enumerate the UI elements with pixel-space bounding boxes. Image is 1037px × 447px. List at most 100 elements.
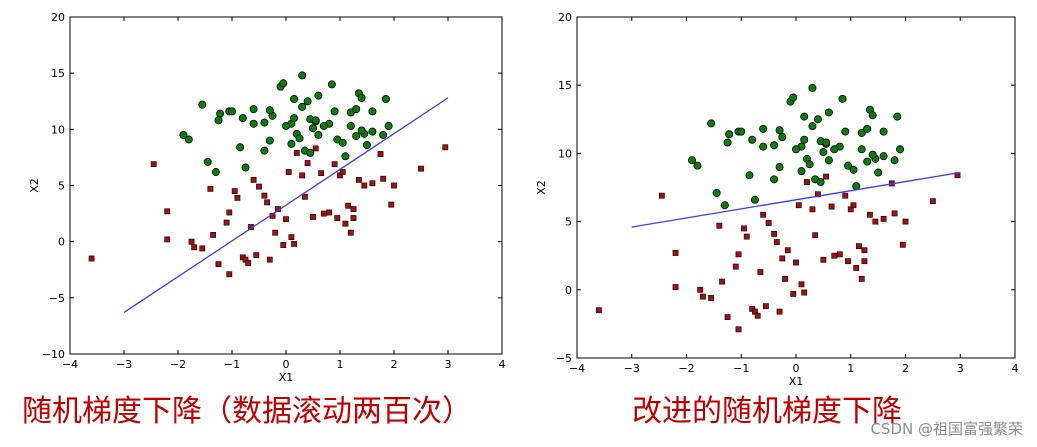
x-tick-label: 2 <box>902 362 909 375</box>
scatter-point-circle <box>770 141 779 150</box>
scatter-point-square <box>342 220 349 227</box>
x-tick-label: 4 <box>499 358 506 371</box>
scatter-point-circle <box>775 126 784 135</box>
scatter-point-square <box>891 210 898 217</box>
scatter-point-square <box>899 241 906 248</box>
scatter-point-circle <box>211 168 220 177</box>
scatter-point-circle <box>379 130 388 139</box>
scatter-point-square <box>732 263 739 270</box>
scatter-point-circle <box>725 130 734 139</box>
scatter-point-circle <box>265 106 274 115</box>
x-tick-label: 3 <box>957 362 964 375</box>
scatter-point-circle <box>712 188 721 197</box>
scatter-point-circle <box>720 201 729 210</box>
scatter-point-square <box>304 160 311 166</box>
scatter-point-circle <box>203 157 212 166</box>
scatter-point-square <box>828 203 835 210</box>
scatter-point-square <box>814 191 821 198</box>
scatter-point-circle <box>759 124 768 133</box>
scatter-point-square <box>350 206 357 212</box>
y-tick-label: −5 <box>556 352 572 365</box>
y-axis-label: X2 <box>28 178 41 193</box>
scatter-point-circle <box>327 80 336 89</box>
scatter-point-circle <box>863 124 872 133</box>
scatter-point-square <box>858 275 865 282</box>
y-axis-label: X2 <box>535 180 548 195</box>
scatter-point-square <box>812 232 819 239</box>
scatter-point-circle <box>238 114 247 123</box>
scatter-point-square <box>773 239 780 245</box>
scatter-point-square <box>264 199 270 206</box>
scatter-point-square <box>798 281 805 288</box>
scatter-point-square <box>880 215 887 222</box>
scatter-point-square <box>708 295 715 301</box>
scatter-point-square <box>700 293 706 300</box>
scatter-point-square <box>299 172 306 179</box>
scatter-point-square <box>793 259 799 266</box>
y-tick-label: 20 <box>558 11 572 24</box>
scatter-point-circle <box>857 128 866 137</box>
scatter-point-circle <box>868 150 877 159</box>
scatter-point-square <box>318 170 324 177</box>
scatter-point-circle <box>830 145 839 154</box>
scatter-point-square <box>377 151 384 157</box>
scatter-point-circle <box>303 97 312 106</box>
scatter-point-circle <box>819 148 828 157</box>
y-tick-label: 0 <box>58 236 65 249</box>
scatter-point-circle <box>368 107 377 116</box>
scatter-point-square <box>757 269 764 275</box>
scatter-point-square <box>280 242 287 248</box>
scatter-point-square <box>320 210 327 217</box>
scatter-point-circle <box>290 114 299 123</box>
x-tick-label: 1 <box>337 358 344 371</box>
scatter-point-square <box>226 271 233 278</box>
plot-frame <box>69 16 503 355</box>
scatter-point-square <box>790 290 797 297</box>
scatter-point-square <box>245 260 252 266</box>
scatter-point-square <box>207 185 214 192</box>
y-tick-label: 0 <box>565 284 572 297</box>
scatter-point-circle <box>841 127 850 136</box>
decision-boundary-line <box>123 97 449 313</box>
x-tick-label: 1 <box>847 362 854 375</box>
x-tick-label: 0 <box>793 362 800 375</box>
scatter-point-square <box>291 241 297 247</box>
watermark-text: CSDN @祖国富强繁荣 <box>870 420 1023 438</box>
scatter-point-square <box>929 198 936 205</box>
scatter-point-circle <box>308 124 317 133</box>
scatter-point-circle <box>357 93 366 102</box>
scatter-point-circle <box>279 79 288 88</box>
caption-right: 改进的随机梯度下降 <box>632 394 902 429</box>
scatter-point-square <box>188 238 195 245</box>
x-tick-label: 4 <box>1012 362 1019 375</box>
scatter-point-square <box>272 229 279 236</box>
scatter-point-square <box>234 194 241 201</box>
scatter-point-circle <box>184 135 193 144</box>
scatter-point-square <box>215 261 222 268</box>
scatter-point-circle <box>849 165 858 174</box>
scatter-point-square <box>285 169 292 175</box>
scatter-point-circle <box>800 135 809 144</box>
scatter-point-circle <box>249 119 258 128</box>
scatter-point-square <box>836 251 843 258</box>
scatter-point-circle <box>214 116 223 125</box>
scatter-point-circle <box>824 156 833 165</box>
scatter-point-square <box>762 303 769 310</box>
scatter-point-square <box>776 308 783 315</box>
scatter-point-circle <box>868 111 877 120</box>
scatter-point-square <box>391 182 397 189</box>
scatter-point-square <box>339 169 346 175</box>
scatter-point-square <box>355 176 362 183</box>
x-tick-label: 0 <box>283 358 290 371</box>
y-tick-label: 10 <box>558 147 572 160</box>
scatter-point-square <box>760 211 767 218</box>
scatter-point-square <box>697 286 704 293</box>
scatter-point-square <box>842 192 849 199</box>
scatter-point-circle <box>298 102 307 111</box>
scatter-point-circle <box>249 105 258 114</box>
scatter-point-square <box>369 180 376 187</box>
scatter-point-square <box>310 214 316 220</box>
scatter-point-square <box>861 247 868 254</box>
scatter-point-circle <box>863 157 872 166</box>
